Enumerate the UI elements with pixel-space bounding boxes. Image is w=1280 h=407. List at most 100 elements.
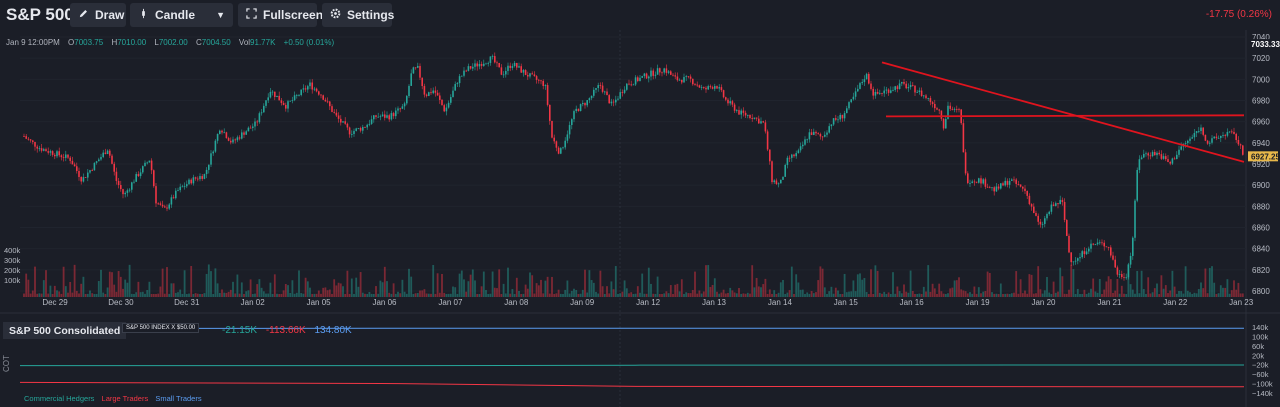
candle-body <box>780 179 782 184</box>
volume-bar <box>368 292 371 297</box>
candle-body <box>1235 133 1237 140</box>
volume-bar <box>683 293 685 297</box>
candle-body <box>762 121 764 123</box>
candle-body <box>971 181 973 184</box>
candle-body <box>907 87 910 89</box>
volume-bar <box>313 293 316 297</box>
candle-body <box>249 127 252 129</box>
volume-bar <box>524 284 527 297</box>
volume-bar <box>898 291 901 297</box>
candle-body <box>555 141 558 148</box>
volume-bar <box>740 293 743 297</box>
volume-bar <box>251 293 254 297</box>
candle-body <box>43 149 45 151</box>
candle-body <box>368 123 371 125</box>
volume-bar <box>159 286 162 297</box>
candle-body <box>32 140 34 142</box>
volume-bar <box>185 293 188 297</box>
candle-body <box>852 96 855 100</box>
volume-bar <box>733 292 736 297</box>
candle-body <box>243 132 245 135</box>
volume-bar <box>238 293 241 297</box>
volume-bar <box>568 293 571 297</box>
volume-bar <box>678 291 681 297</box>
draw-button[interactable]: Draw <box>70 3 126 27</box>
candle-body <box>538 79 540 81</box>
volume-bar <box>1222 287 1224 297</box>
volume-bar <box>617 293 619 297</box>
x-tick-label: Jan 22 <box>1163 298 1188 307</box>
volume-bar <box>896 286 899 297</box>
volume-bar <box>709 287 712 297</box>
candle-body <box>520 66 522 73</box>
volume-bar <box>933 288 936 297</box>
candle-body <box>1013 179 1015 181</box>
volume-bar <box>819 266 822 297</box>
volume-bar <box>203 293 206 297</box>
volume-bar <box>870 269 872 297</box>
volume-bar <box>62 266 65 297</box>
candle-body <box>337 115 340 119</box>
candle-body <box>1228 131 1231 133</box>
volume-bar <box>1182 293 1185 297</box>
x-tick-label: Jan 15 <box>834 298 859 307</box>
candle-body <box>947 105 949 119</box>
candle-body <box>69 157 71 161</box>
candle-body <box>333 111 335 113</box>
volume-bar <box>566 280 569 297</box>
candle-body <box>879 92 881 94</box>
volume-bar <box>139 292 142 297</box>
volume-bar <box>1109 279 1112 297</box>
volume-bar <box>214 268 217 297</box>
price-chart[interactable]: 7040 7020 7000 6980 6960 6940 6920 6900 6880 6860… <box>0 30 1280 407</box>
candle-body <box>1039 221 1042 225</box>
volume-bar <box>790 266 793 297</box>
volume-bar <box>1241 293 1244 297</box>
pencil-icon <box>78 8 89 22</box>
volume-bar <box>920 293 923 297</box>
candle-body <box>795 153 797 157</box>
volume-bar <box>834 287 837 297</box>
candle-body <box>958 109 960 110</box>
volume-bar <box>1158 293 1161 297</box>
candle-body <box>1202 127 1204 135</box>
volume-bar <box>702 291 705 297</box>
x-tick-label: Dec 30 <box>108 298 134 307</box>
settings-button[interactable]: Settings <box>322 3 394 27</box>
app-title: S&P 500 <box>6 5 74 24</box>
cot-tick-label: 20k <box>1252 351 1264 360</box>
candle-body <box>582 103 584 105</box>
candle-body <box>718 87 720 89</box>
volume-bar <box>124 279 127 297</box>
candle-body <box>25 136 27 139</box>
y-tick-label: 7000 <box>1252 75 1270 84</box>
candle-body <box>698 85 701 88</box>
candle-body <box>56 151 58 157</box>
chart-type-select[interactable]: Candle ▼ <box>130 3 233 27</box>
volume-bar <box>432 265 435 297</box>
fullscreen-button[interactable]: Fullscreen <box>238 3 323 27</box>
volume-bar <box>641 273 644 297</box>
volume-bar <box>38 293 41 297</box>
candle-body <box>949 105 951 109</box>
candle-label: Candle <box>155 8 196 22</box>
volume-tick-label: 300k <box>4 256 21 265</box>
candle-body <box>157 203 159 205</box>
volume-bar <box>799 289 802 297</box>
candle-body <box>595 88 597 90</box>
candle-body <box>612 101 615 103</box>
candle-body <box>659 68 661 73</box>
candle-body <box>632 84 635 86</box>
x-tick-label: Jan 19 <box>966 298 991 307</box>
candle-body <box>766 131 769 150</box>
volume-bar <box>1059 267 1062 297</box>
candle-body <box>353 130 355 134</box>
candle-body <box>810 132 813 135</box>
volume-bar <box>812 293 815 297</box>
candle-body <box>54 154 56 157</box>
volume-bar <box>663 293 666 297</box>
volume-bar <box>777 292 780 297</box>
x-tick-label: Jan 13 <box>702 298 727 307</box>
volume-bar <box>731 290 734 297</box>
candle-body <box>106 150 109 154</box>
